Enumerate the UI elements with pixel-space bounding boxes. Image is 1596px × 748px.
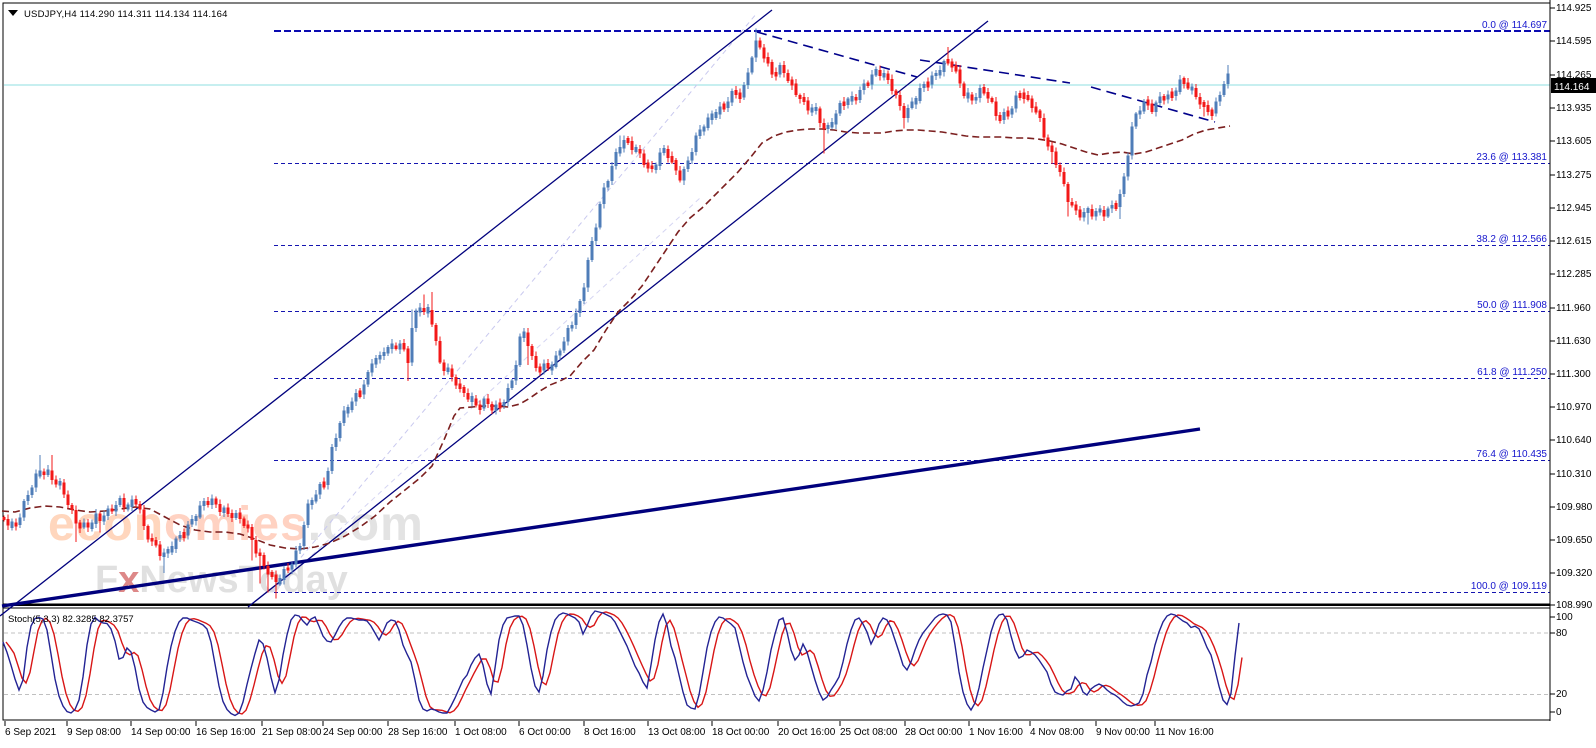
svg-text:108.990: 108.990 [1556, 600, 1593, 611]
svg-text:111.960: 111.960 [1556, 303, 1591, 314]
svg-text:113.935: 113.935 [1556, 103, 1592, 114]
svg-text:114.164: 114.164 [1554, 82, 1590, 93]
svg-text:111.300: 111.300 [1556, 369, 1591, 380]
svg-text:USDJPY,H4 114.290 114.311 114: USDJPY,H4 114.290 114.311 114.134 114.16… [24, 9, 228, 20]
svg-text:1 Nov 16:00: 1 Nov 16:00 [969, 727, 1023, 738]
svg-text:24 Sep 00:00: 24 Sep 00:00 [323, 727, 383, 738]
svg-text:4 Nov 08:00: 4 Nov 08:00 [1030, 727, 1084, 738]
svg-text:21 Sep 08:00: 21 Sep 08:00 [262, 727, 322, 738]
svg-text:8 Oct 16:00: 8 Oct 16:00 [584, 727, 636, 738]
svg-text:100: 100 [1556, 612, 1573, 623]
svg-text:25 Oct 08:00: 25 Oct 08:00 [840, 727, 898, 738]
svg-text:110.970: 110.970 [1556, 402, 1592, 413]
svg-text:0: 0 [1556, 707, 1562, 718]
svg-text:Stoch(5,3,3) 82.3285 82.3757: Stoch(5,3,3) 82.3285 82.3757 [8, 614, 134, 625]
svg-text:61.8 @ 111.250: 61.8 @ 111.250 [1477, 367, 1547, 378]
svg-text:economies.com: economies.com [48, 498, 424, 551]
svg-text:111.630: 111.630 [1556, 336, 1591, 347]
svg-text:110.640: 110.640 [1556, 435, 1592, 446]
svg-text:109.320: 109.320 [1556, 568, 1593, 579]
svg-text:76.4 @ 110.435: 76.4 @ 110.435 [1476, 449, 1547, 460]
svg-text:9 Sep 08:00: 9 Sep 08:00 [67, 727, 121, 738]
svg-text:114.265: 114.265 [1556, 70, 1592, 81]
svg-text:20: 20 [1556, 689, 1568, 700]
svg-text:1 Oct 08:00: 1 Oct 08:00 [455, 727, 507, 738]
svg-text:113.275: 113.275 [1556, 170, 1592, 181]
svg-text:14 Sep 00:00: 14 Sep 00:00 [131, 727, 191, 738]
svg-text:FxNewsToday: FxNewsToday [95, 559, 348, 601]
svg-text:114.595: 114.595 [1556, 36, 1592, 47]
svg-text:18 Oct 00:00: 18 Oct 00:00 [712, 727, 770, 738]
svg-text:13 Oct 08:00: 13 Oct 08:00 [648, 727, 706, 738]
svg-text:113.605: 113.605 [1556, 136, 1592, 147]
svg-text:50.0 @ 111.908: 50.0 @ 111.908 [1477, 300, 1547, 311]
svg-text:112.285: 112.285 [1556, 269, 1592, 280]
svg-text:110.310: 110.310 [1556, 469, 1592, 480]
svg-text:100.0 @ 109.119: 100.0 @ 109.119 [1471, 581, 1548, 592]
svg-text:109.980: 109.980 [1556, 502, 1593, 513]
svg-text:6 Oct 00:00: 6 Oct 00:00 [519, 727, 571, 738]
svg-text:23.6 @ 113.381: 23.6 @ 113.381 [1476, 152, 1547, 163]
svg-text:9 Nov 00:00: 9 Nov 00:00 [1096, 727, 1150, 738]
svg-text:11 Nov 16:00: 11 Nov 16:00 [1155, 727, 1214, 738]
svg-text:112.615: 112.615 [1556, 236, 1592, 247]
svg-text:114.925: 114.925 [1556, 3, 1592, 14]
svg-text:112.945: 112.945 [1556, 203, 1592, 214]
svg-text:0.0 @ 114.697: 0.0 @ 114.697 [1482, 20, 1547, 31]
svg-text:20 Oct 16:00: 20 Oct 16:00 [778, 727, 836, 738]
svg-text:80: 80 [1556, 628, 1568, 639]
svg-text:28 Sep 16:00: 28 Sep 16:00 [388, 727, 448, 738]
svg-text:109.650: 109.650 [1556, 535, 1593, 546]
svg-text:38.2 @ 112.566: 38.2 @ 112.566 [1476, 234, 1547, 245]
svg-text:28 Oct 00:00: 28 Oct 00:00 [905, 727, 963, 738]
svg-text:16 Sep 16:00: 16 Sep 16:00 [196, 727, 256, 738]
svg-text:6 Sep 2021: 6 Sep 2021 [5, 727, 57, 738]
